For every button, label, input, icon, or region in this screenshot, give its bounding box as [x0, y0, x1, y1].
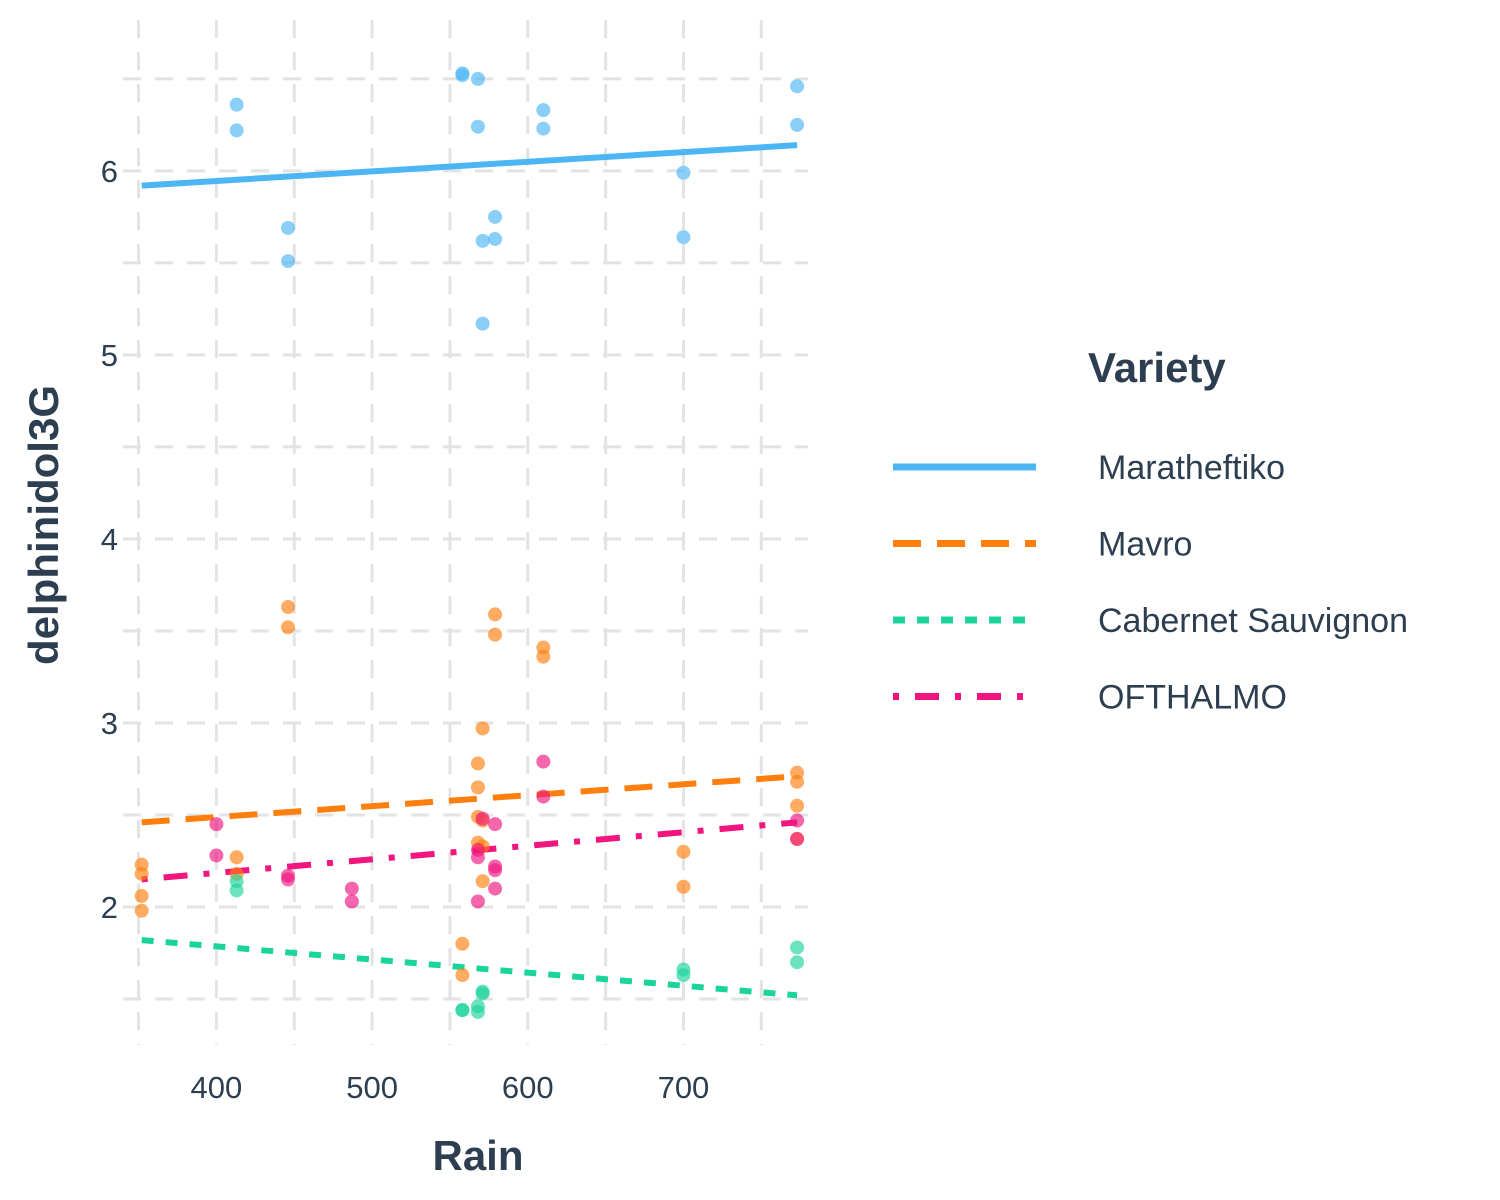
data-point-maratheftiko	[470, 119, 485, 134]
data-point-mavro	[455, 936, 470, 951]
data-point-cabernet-sauvignon	[455, 1003, 470, 1018]
y-tick-label: 2	[101, 890, 118, 925]
data-point-ofthalmo	[344, 894, 359, 909]
data-point-ofthalmo	[470, 894, 485, 909]
legend-label-mavro: Mavro	[1098, 526, 1192, 564]
x-tick-label: 700	[658, 1070, 710, 1105]
data-point-cabernet-sauvignon	[475, 986, 490, 1001]
data-point-mavro	[790, 798, 805, 813]
data-point-maratheftiko	[229, 123, 244, 138]
data-point-maratheftiko	[281, 254, 296, 269]
data-point-ofthalmo	[344, 881, 359, 896]
data-point-cabernet-sauvignon	[229, 883, 244, 898]
data-point-ofthalmo	[536, 754, 551, 769]
trend-line-cabernet-sauvignon	[141, 937, 798, 999]
data-point-mavro	[676, 844, 691, 859]
data-point-ofthalmo	[488, 817, 503, 832]
data-point-mavro	[488, 607, 503, 622]
data-point-cabernet-sauvignon	[790, 940, 805, 955]
legend-label-cabernet-sauvignon: Cabernet Sauvignon	[1098, 602, 1408, 640]
data-point-maratheftiko	[488, 231, 503, 246]
data-point-mavro	[470, 756, 485, 771]
y-tick-label: 5	[101, 338, 118, 373]
data-point-maratheftiko	[475, 316, 490, 331]
x-tick-label: 400	[191, 1070, 243, 1105]
x-tick-label: 600	[502, 1070, 554, 1105]
data-point-maratheftiko	[676, 165, 691, 180]
data-point-ofthalmo	[536, 789, 551, 804]
data-point-mavro	[488, 627, 503, 642]
data-point-maratheftiko	[536, 103, 551, 118]
data-point-ofthalmo	[209, 848, 224, 863]
data-point-ofthalmo	[281, 872, 296, 887]
data-point-mavro	[281, 600, 296, 615]
data-point-maratheftiko	[229, 97, 244, 112]
data-point-maratheftiko	[281, 220, 296, 235]
x-tick-label: 500	[346, 1070, 398, 1105]
data-point-mavro	[536, 649, 551, 664]
trend-line-maratheftiko	[141, 142, 798, 189]
data-point-mavro	[229, 850, 244, 865]
legend-item-mavro: Mavro	[893, 526, 1192, 564]
trend-line-mavro	[141, 773, 798, 826]
data-point-mavro	[790, 774, 805, 789]
data-point-ofthalmo	[209, 817, 224, 832]
data-point-maratheftiko	[536, 121, 551, 136]
data-point-mavro	[281, 620, 296, 635]
data-point-ofthalmo	[488, 881, 503, 896]
legend-item-ofthalmo: OFTHALMO	[893, 679, 1287, 717]
data-point-maratheftiko	[475, 233, 490, 248]
data-points	[134, 66, 805, 1019]
data-point-maratheftiko	[790, 79, 805, 94]
data-point-maratheftiko	[790, 117, 805, 132]
legend: Variety Maratheftiko Mavro Cabernet Sauvig…	[893, 344, 1408, 717]
y-tick-label: 4	[101, 522, 118, 557]
data-point-maratheftiko	[470, 71, 485, 86]
legend-label-maratheftiko: Maratheftiko	[1098, 449, 1285, 487]
x-axis-title: Rain	[432, 1132, 523, 1179]
data-point-maratheftiko	[676, 230, 691, 245]
data-point-cabernet-sauvignon	[676, 968, 691, 983]
data-point-ofthalmo	[790, 813, 805, 828]
data-point-ofthalmo	[488, 863, 503, 878]
data-point-mavro	[475, 874, 490, 889]
data-point-ofthalmo	[470, 850, 485, 865]
grid	[123, 20, 808, 1045]
data-point-cabernet-sauvignon	[790, 955, 805, 970]
data-point-mavro	[134, 866, 149, 881]
legend-item-maratheftiko: Maratheftiko	[893, 449, 1285, 487]
legend-title: Variety	[1088, 344, 1226, 391]
data-point-mavro	[455, 968, 470, 983]
data-point-mavro	[676, 879, 691, 894]
data-point-mavro	[134, 903, 149, 918]
trend-lines	[141, 142, 798, 999]
data-point-mavro	[470, 780, 485, 795]
data-point-maratheftiko	[488, 209, 503, 224]
y-axis-title: delphinidol3G	[20, 385, 67, 665]
legend-label-ofthalmo: OFTHALMO	[1098, 679, 1287, 717]
data-point-maratheftiko	[455, 68, 470, 83]
data-point-mavro	[134, 888, 149, 903]
data-point-ofthalmo	[790, 831, 805, 846]
legend-item-cabernet-sauvignon: Cabernet Sauvignon	[893, 602, 1408, 640]
data-point-ofthalmo	[475, 811, 490, 826]
tick-labels: 400 500 600 700 2 3 4 5 6	[101, 154, 710, 1105]
data-point-mavro	[475, 721, 490, 736]
y-tick-label: 3	[101, 706, 118, 741]
y-tick-label: 6	[101, 154, 118, 189]
data-point-cabernet-sauvignon	[470, 1004, 485, 1019]
